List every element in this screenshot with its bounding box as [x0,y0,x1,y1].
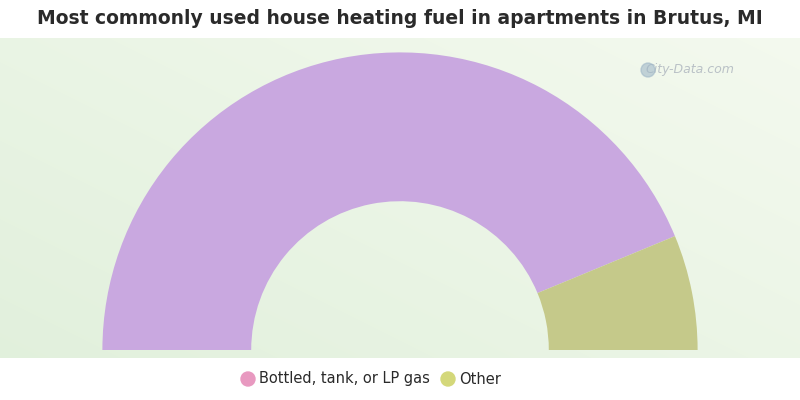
Wedge shape [102,52,675,350]
Text: City-Data.com: City-Data.com [646,64,734,76]
Wedge shape [538,236,698,350]
Circle shape [441,372,455,386]
Text: Bottled, tank, or LP gas: Bottled, tank, or LP gas [259,372,430,386]
Circle shape [641,63,655,77]
Bar [0,358,800,400]
Bar [0,0,800,38]
Text: Other: Other [459,372,501,386]
Text: Most commonly used house heating fuel in apartments in Brutus, MI: Most commonly used house heating fuel in… [37,10,763,28]
Circle shape [241,372,255,386]
